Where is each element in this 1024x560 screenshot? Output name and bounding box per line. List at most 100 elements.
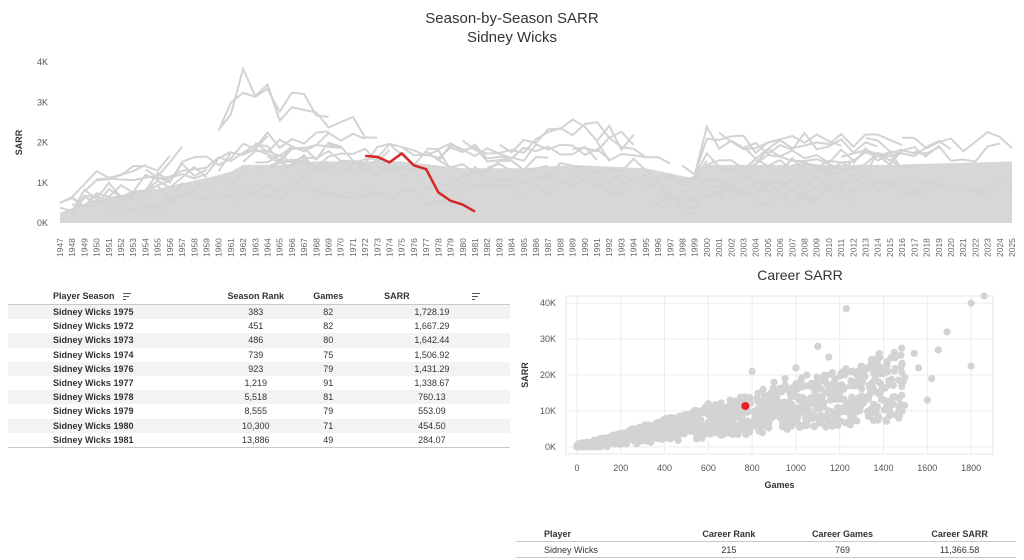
scatter-point xyxy=(845,402,853,410)
scatter-point xyxy=(876,390,884,399)
scatter-point xyxy=(674,424,682,432)
cell-games: 71 xyxy=(302,418,354,433)
cell-games: 75 xyxy=(323,349,334,360)
scatter-point xyxy=(842,304,850,313)
scatter-point xyxy=(914,364,923,372)
header-career-games[interactable]: Career Games xyxy=(781,527,904,542)
header-career-sarr[interactable]: Career SARR xyxy=(903,527,1016,542)
x-tick-label: 800 xyxy=(745,463,760,473)
scatter-point xyxy=(709,424,717,432)
scatter-point xyxy=(803,415,811,423)
scatter-point xyxy=(759,385,767,393)
scatter-point xyxy=(897,351,905,359)
y-tick-label: 40K xyxy=(540,298,556,308)
table-row[interactable]: Sidney Wicks 1980 10,300 71 454.50 xyxy=(8,418,510,433)
cell-player-season: Sidney Wicks 1974 xyxy=(53,349,134,360)
scatter-point xyxy=(662,414,671,422)
x-tick-label: 1974 xyxy=(385,238,395,257)
y-tick-label: 1K xyxy=(37,178,48,188)
x-tick-label: 1997 xyxy=(665,238,675,257)
scatter-point xyxy=(869,416,877,425)
header-career-rank[interactable]: Career Rank xyxy=(675,527,782,542)
table-row[interactable]: Sidney Wicks 1981 13,886 49 284.07 xyxy=(8,432,510,448)
table-row[interactable]: Sidney Wicks 1973 486 80 1,642.44 xyxy=(8,333,510,348)
background-series-group xyxy=(59,65,1013,223)
x-tick-label: 2011 xyxy=(836,238,846,257)
x-tick-label: 1956 xyxy=(165,238,175,257)
background-series-line xyxy=(217,141,342,172)
table-row[interactable]: Sidney Wicks 1978 5,518 81 760.13 xyxy=(8,390,510,405)
table-row[interactable]: Sidney Wicks 1976 923 79 1,431.29 xyxy=(8,361,510,376)
x-tick-label: 1989 xyxy=(568,238,578,257)
cell-sarr: 454.50 xyxy=(353,418,510,433)
x-tick-label: 1979 xyxy=(446,238,456,257)
x-tick-label: 1987 xyxy=(543,238,553,257)
cell-sarr: 553.09 xyxy=(418,406,446,417)
scatter-point xyxy=(858,373,866,381)
scatter-point xyxy=(814,342,822,350)
table-row[interactable]: Sidney Wicks 1975 383 82 1,728.19 xyxy=(8,304,510,320)
career-chart-title: Career SARR xyxy=(757,267,843,283)
cell-career-rank: 215 xyxy=(675,541,782,558)
scatter-point xyxy=(763,405,772,414)
header-season-rank[interactable]: Season Rank xyxy=(208,288,303,305)
scatter-point xyxy=(809,412,817,420)
highlight-series-line xyxy=(365,151,476,213)
x-tick-label: 2004 xyxy=(751,238,761,257)
y-tick-label: 0K xyxy=(37,218,48,228)
career-scatter-chart[interactable]: 0 200 400 600 800 1000 1200 1400 1600 1800 0K 10K 20… xyxy=(516,288,1016,493)
header-player-season[interactable]: Player Season xyxy=(8,288,209,305)
background-series-line xyxy=(230,184,329,206)
table-row[interactable]: Sidney Wicks 1972 451 82 1,667.29 xyxy=(8,319,510,333)
background-series-line xyxy=(401,167,488,191)
table-row[interactable]: Sidney Wicks 1979 8,555 79 553.09 xyxy=(8,404,510,418)
background-area xyxy=(60,161,1012,223)
season-table: Player Season Season Rank Games SARR Sid… xyxy=(8,288,510,448)
sort-icon[interactable] xyxy=(122,293,131,300)
scatter-point xyxy=(891,365,899,373)
scatter-point xyxy=(943,328,951,336)
header-games[interactable]: Games xyxy=(302,288,354,305)
x-tick-label: 2014 xyxy=(873,238,883,257)
cell-season-rank: 5,518 xyxy=(208,390,303,405)
scatter-point xyxy=(734,400,742,408)
y-tick-label: 10K xyxy=(540,406,556,416)
x-axis-label: Games xyxy=(764,480,794,490)
cell-games: 82 xyxy=(323,321,334,332)
scatter-point xyxy=(593,436,601,444)
scatter-point xyxy=(769,413,777,421)
header-player[interactable]: Player xyxy=(516,527,676,542)
background-series-line xyxy=(217,65,378,139)
x-tick-label: 1965 xyxy=(275,238,285,257)
x-tick-label: 2022 xyxy=(970,238,980,257)
cell-player-season: Sidney Wicks 1981 xyxy=(8,432,209,448)
sort-icon[interactable] xyxy=(471,293,480,300)
table-row[interactable]: Sidney Wicks 1977 1,219 91 1,338.67 xyxy=(8,376,510,390)
scatter-point xyxy=(763,398,771,406)
scatter-point xyxy=(658,435,666,444)
scatter-point xyxy=(755,427,763,435)
scatter-point xyxy=(848,393,856,401)
table-row[interactable]: Sidney Wicks 215 769 11,366.58 xyxy=(516,541,1016,558)
scatter-point xyxy=(901,401,909,409)
header-sarr[interactable]: SARR xyxy=(353,288,510,305)
x-tick-label: 2025 xyxy=(1007,238,1017,257)
cell-sarr: 284.07 xyxy=(353,432,510,448)
scatter-point xyxy=(810,422,818,430)
scatter-point xyxy=(726,396,734,404)
scatter-point xyxy=(837,417,845,425)
background-series-line xyxy=(694,174,842,194)
scatter-point xyxy=(826,370,834,379)
x-tick-label: 400 xyxy=(657,463,672,473)
scatter-point xyxy=(828,422,836,430)
scatter-point xyxy=(816,403,824,411)
x-tick-label: 1947 xyxy=(55,238,65,257)
scatter-point xyxy=(883,403,891,411)
scatter-point xyxy=(756,404,765,412)
table-row[interactable]: Sidney Wicks 1974 739 75 1,506.92 xyxy=(8,348,510,362)
scatter-point xyxy=(787,393,796,401)
scatter-point xyxy=(845,408,853,416)
scatter-point xyxy=(800,403,808,411)
chart-title: Season-by-Season SARR xyxy=(425,10,599,27)
